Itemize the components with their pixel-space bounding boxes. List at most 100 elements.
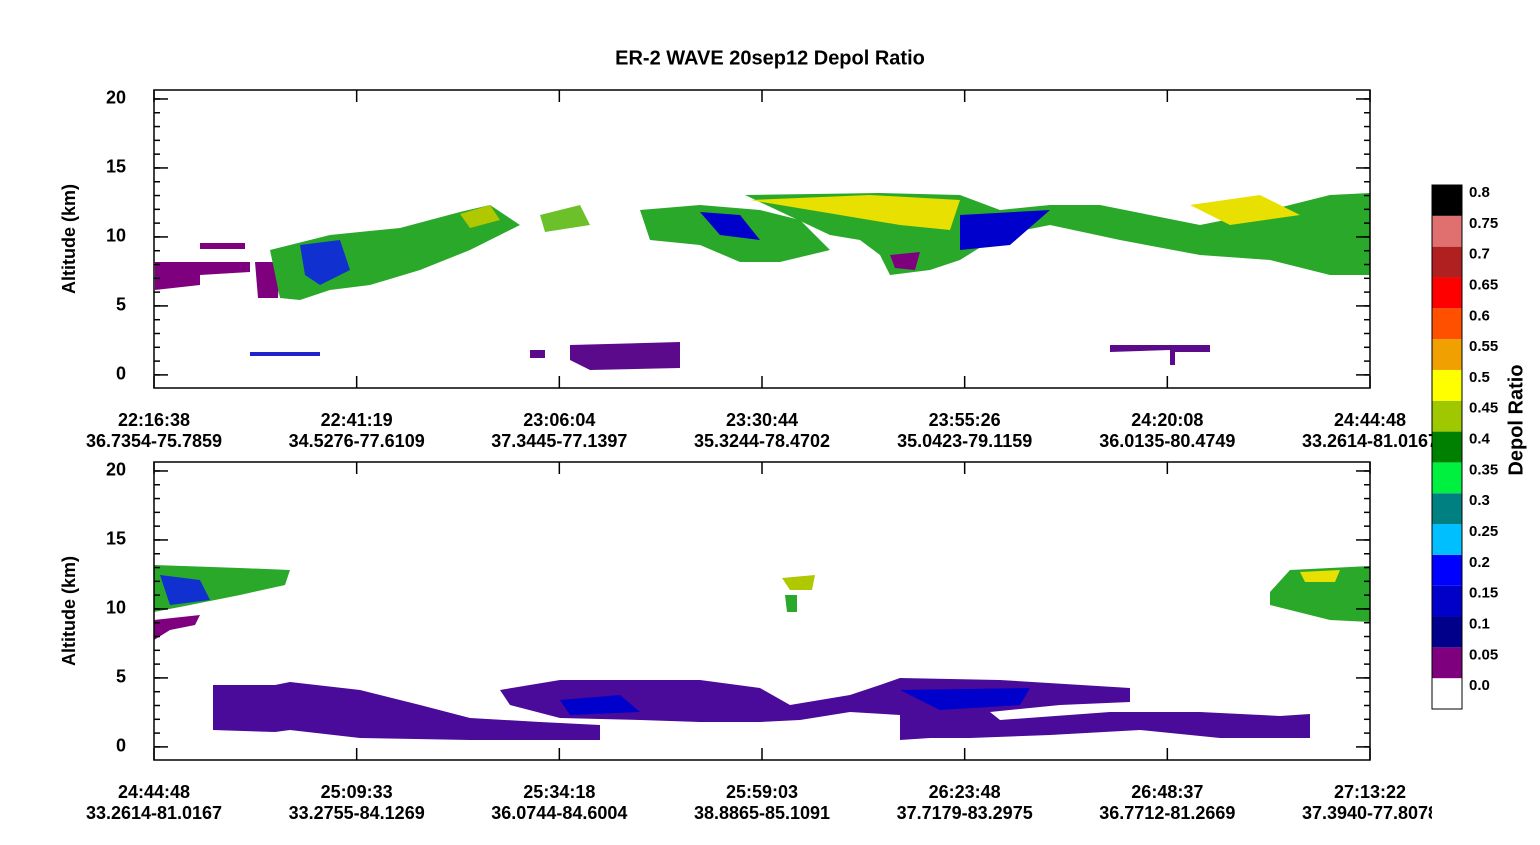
x-tick-time: 23:55:26 [929, 410, 1001, 430]
chart-title: ER-2 WAVE 20sep12 Depol Ratio [615, 47, 925, 69]
y-tick-label: 10 [106, 226, 126, 246]
x-tick-time: 24:44:48 [1334, 410, 1406, 430]
colorbar-swatch [1432, 493, 1462, 525]
colorbar-swatch [1432, 246, 1462, 278]
colorbar-swatch [1432, 339, 1462, 370]
colorbar-tick-label: 0.0 [1469, 677, 1490, 694]
y-tick-label: 20 [106, 88, 126, 108]
colorbar-frame [1431, 184, 1463, 710]
y-axis-label: Altitude (km) [59, 556, 79, 666]
colorbar-tick-label: 0.2 [1469, 554, 1490, 571]
colorbar-swatch [1432, 585, 1462, 617]
x-tick-time: 23:06:04 [523, 410, 595, 430]
x-tick-time: 26:48:37 [1131, 782, 1203, 802]
y-tick-label: 15 [106, 529, 126, 549]
colorbar-swatch [1432, 277, 1462, 309]
y-tick-label: 5 [116, 295, 126, 315]
colorbar-tick-label: 0.05 [1469, 646, 1498, 663]
cloud-layer [500, 678, 1310, 740]
colorbar-tick-label: 0.5 [1469, 369, 1490, 386]
colorbar-swatch [1432, 400, 1462, 432]
cloud-layer [255, 262, 280, 298]
x-tick-time: 25:09:33 [321, 782, 393, 802]
colorbar-swatch [1432, 678, 1462, 709]
x-tick-time: 22:16:38 [118, 410, 190, 430]
colorbar-swatch [1432, 524, 1462, 555]
x-tick-location: 37.3445-77.1397 [491, 431, 627, 451]
colorbar-tick-label: 0.6 [1469, 307, 1490, 324]
y-tick-label: 15 [106, 157, 126, 177]
axes [153, 461, 1371, 761]
colorbar-tick-label: 0.4 [1469, 431, 1491, 448]
x-tick-location: 36.7354-75.7859 [86, 431, 222, 451]
colorbar-tick-label: 0.15 [1469, 585, 1498, 602]
colorbar-tick-label: 0.8 [1469, 184, 1490, 201]
x-tick-time: 24:20:08 [1131, 410, 1203, 430]
colorbar-swatch [1432, 554, 1462, 586]
x-tick-location: 33.2755-84.1269 [289, 803, 425, 823]
colorbar-swatch [1432, 369, 1462, 401]
x-tick-time: 22:41:19 [321, 410, 393, 430]
cloud-layer [1110, 345, 1210, 365]
cloud-layer [160, 575, 210, 605]
y-tick-label: 5 [116, 667, 126, 687]
cloud-layer [1300, 570, 1340, 582]
x-tick-time: 27:13:22 [1334, 782, 1406, 802]
curtain-top [155, 193, 1370, 370]
cloud-layer [250, 352, 320, 356]
y-tick-label: 20 [106, 460, 126, 480]
colorbar-tick-label: 0.25 [1469, 523, 1498, 540]
y-axis-label: Altitude (km) [59, 184, 79, 294]
cloud-layer [300, 240, 350, 285]
x-tick-time: 26:23:48 [929, 782, 1001, 802]
colorbar-tick-label: 0.1 [1469, 615, 1490, 632]
x-tick-location: 37.7179-83.2975 [897, 803, 1033, 823]
x-tick-location: 35.3244-78.4702 [694, 431, 830, 451]
colorbar: 0.0 0.05 0.1 0.15 0.2 0.25 0.3 0.35 0.4 0.45 0.5 0.… [1431, 184, 1498, 710]
colorbar-swatch [1432, 185, 1462, 216]
x-tick-location: 33.2614-81.0167 [1302, 431, 1438, 451]
colorbar-tick-label: 0.65 [1469, 276, 1498, 293]
colorbar-swatch [1432, 647, 1462, 679]
colorbar-swatch [1432, 462, 1462, 494]
colorbar-tick-label: 0.45 [1469, 400, 1498, 417]
curtain-bottom [154, 565, 1370, 740]
colorbar-swatch [1432, 308, 1462, 340]
x-tick-time: 24:44:48 [118, 782, 190, 802]
colorbar-swatch [1432, 616, 1462, 648]
cloud-layer [540, 205, 590, 232]
x-tick-location: 38.8865-85.1091 [694, 803, 830, 823]
colorbar-tick-label: 0.7 [1469, 246, 1490, 263]
x-tick-location: 34.5276-77.6109 [289, 431, 425, 451]
cloud-layer [200, 243, 245, 249]
y-tick-label: 0 [116, 736, 126, 756]
x-tick-location: 35.0423-79.1159 [897, 431, 1032, 451]
cloud-layer [530, 350, 545, 358]
x-tick-time: 25:34:18 [523, 782, 595, 802]
colorbar-tick-label: 0.55 [1469, 338, 1498, 355]
x-tick-time: 23:30:44 [726, 410, 798, 430]
colorbar-swatch [1432, 431, 1462, 463]
colorbar-tick-label: 0.3 [1469, 492, 1490, 509]
cloud-layer [560, 695, 640, 715]
x-tick-location: 36.0744-84.6004 [491, 803, 627, 823]
colorbar-tick-label: 0.75 [1469, 215, 1498, 232]
x-tick-location: 36.7712-81.2669 [1099, 803, 1235, 823]
x-tick-location: 33.2614-81.0167 [86, 803, 222, 823]
x-tick-location: 36.0135-80.4749 [1099, 431, 1235, 451]
cloud-layer [460, 205, 500, 228]
cloud-layer [154, 615, 200, 640]
cloud-layer [785, 595, 797, 612]
colorbar-tick-label: 0.35 [1469, 461, 1498, 478]
axes [153, 89, 1371, 389]
cloud-layer [570, 342, 680, 370]
cloud-layer [960, 210, 1050, 250]
cloud-layer [900, 688, 1030, 710]
cloud-layer [155, 262, 250, 290]
cloud-layer [700, 212, 760, 240]
x-tick-time: 25:59:03 [726, 782, 798, 802]
cloud-layer [213, 682, 600, 740]
cloud-layer [750, 195, 960, 230]
cloud-layer [1190, 195, 1300, 225]
